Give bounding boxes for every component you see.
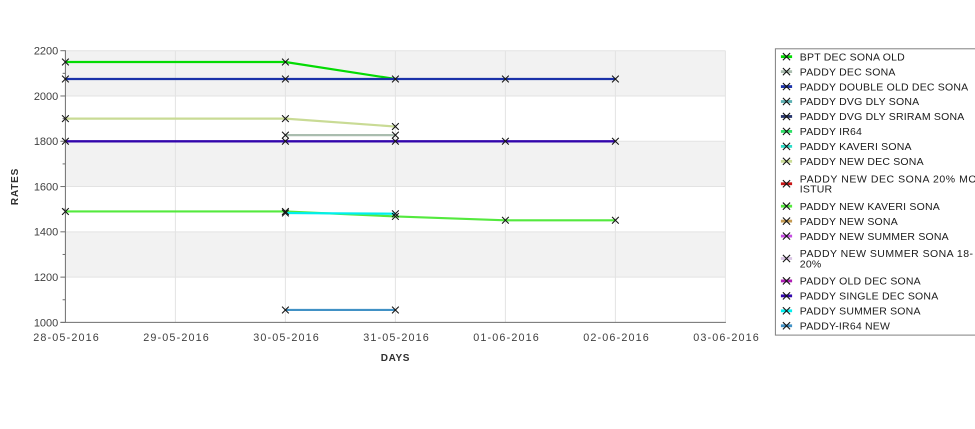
svg-text:PADDY KAVERI SONA: PADDY KAVERI SONA xyxy=(800,141,912,153)
svg-text:1800: 1800 xyxy=(34,136,58,148)
svg-text:RATES: RATES xyxy=(10,168,21,205)
svg-text:03-06-2016: 03-06-2016 xyxy=(693,332,760,344)
svg-text:PADDY-IR64 NEW: PADDY-IR64 NEW xyxy=(800,320,890,332)
svg-text:PADDY DEC SONA: PADDY DEC SONA xyxy=(800,66,896,78)
svg-text:1600: 1600 xyxy=(34,181,58,193)
svg-text:1000: 1000 xyxy=(34,317,58,329)
svg-text:29-05-2016: 29-05-2016 xyxy=(143,332,210,344)
svg-text:1400: 1400 xyxy=(34,227,58,239)
svg-text:PADDY DVG DLY SONA: PADDY DVG DLY SONA xyxy=(800,96,920,108)
svg-text:01-06-2016: 01-06-2016 xyxy=(473,332,540,344)
svg-text:ISTUR: ISTUR xyxy=(800,184,833,196)
svg-text:DAYS: DAYS xyxy=(381,353,410,364)
svg-text:PADDY SINGLE DEC SONA: PADDY SINGLE DEC SONA xyxy=(800,291,939,303)
svg-text:2200: 2200 xyxy=(34,46,58,58)
svg-text:31-05-2016: 31-05-2016 xyxy=(363,332,430,344)
svg-text:02-06-2016: 02-06-2016 xyxy=(583,332,650,344)
svg-text:30-05-2016: 30-05-2016 xyxy=(253,332,320,344)
svg-text:PADDY NEW DEC SONA: PADDY NEW DEC SONA xyxy=(800,156,924,168)
svg-text:20%: 20% xyxy=(800,258,822,270)
svg-text:PADDY DOUBLE OLD DEC SONA: PADDY DOUBLE OLD DEC SONA xyxy=(800,81,969,93)
svg-text:PADDY IR64: PADDY IR64 xyxy=(800,126,862,138)
svg-text:PADDY NEW SUMMER SONA: PADDY NEW SUMMER SONA xyxy=(800,231,949,243)
svg-text:BPT DEC SONA OLD: BPT DEC SONA OLD xyxy=(800,51,905,63)
svg-text:PADDY NEW DEC SONA 20% MO: PADDY NEW DEC SONA 20% MO xyxy=(800,173,975,185)
svg-text:28-05-2016: 28-05-2016 xyxy=(33,332,100,344)
svg-text:PADDY NEW SUMMER SONA 18-: PADDY NEW SUMMER SONA 18- xyxy=(800,248,974,260)
svg-text:PADDY OLD DEC SONA: PADDY OLD DEC SONA xyxy=(800,276,921,288)
svg-text:PADDY DVG DLY SRIRAM SONA: PADDY DVG DLY SRIRAM SONA xyxy=(800,111,965,123)
svg-text:PADDY SUMMER SONA: PADDY SUMMER SONA xyxy=(800,306,921,318)
svg-text:1200: 1200 xyxy=(34,272,58,284)
svg-text:2000: 2000 xyxy=(34,91,58,103)
svg-text:PADDY NEW SONA: PADDY NEW SONA xyxy=(800,216,898,228)
svg-text:PADDY NEW KAVERI SONA: PADDY NEW KAVERI SONA xyxy=(800,201,940,213)
